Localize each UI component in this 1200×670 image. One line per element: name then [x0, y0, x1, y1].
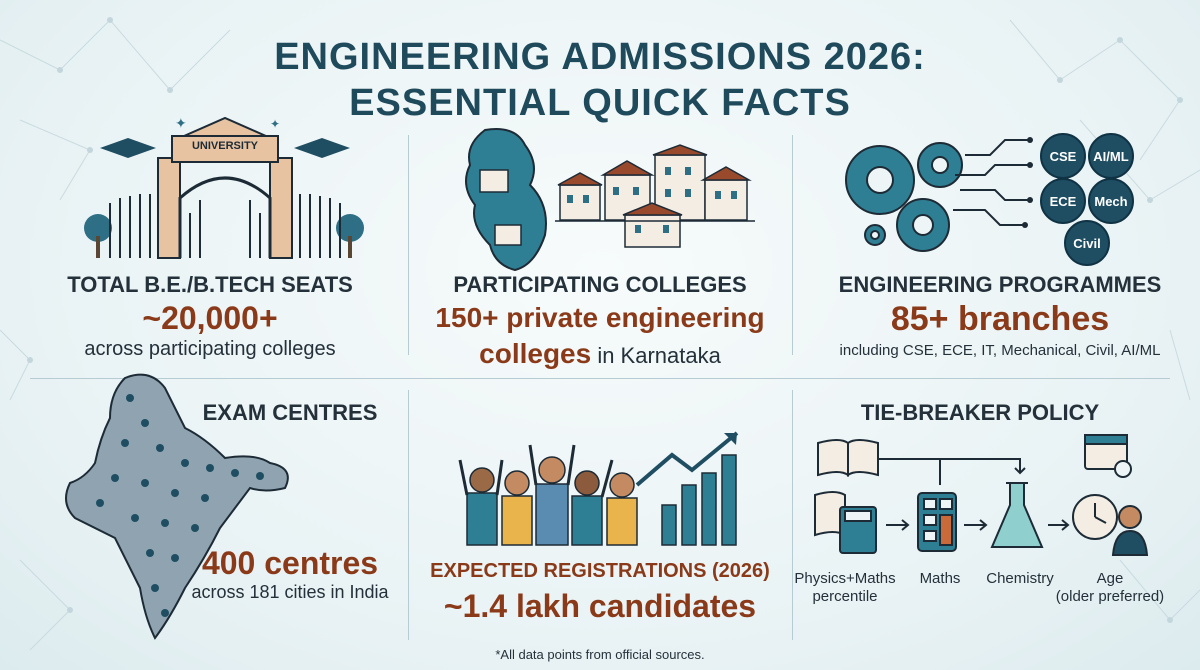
chip-aiml: AI/ML [1088, 133, 1134, 179]
elderly-person-icon [1111, 505, 1149, 556]
exam-sub: across 181 cities in India [191, 582, 389, 602]
chip-ece: ECE [1040, 178, 1086, 224]
calculator-icon [917, 492, 957, 552]
karnataka-map-icon [465, 128, 547, 272]
colleges-value-tail: in Karnataka [591, 343, 721, 368]
seats-value: ~20,000+ [142, 300, 278, 336]
svg-text:✦: ✦ [175, 115, 187, 131]
page-title: ENGINEERING ADMISSIONS 2026: ESSENTIAL Q… [0, 34, 1200, 126]
registrations-value: ~1.4 lakh candidates [443, 588, 757, 624]
tiebreaker-step-2: Maths [905, 570, 975, 588]
tiebreaker-step-4: Age (older preferred) [1050, 570, 1170, 606]
gears-circuit-icon [845, 137, 1033, 252]
svg-text:✦: ✦ [270, 117, 280, 131]
footnote: *All data points from official sources. [495, 647, 705, 662]
students-growth-icon [458, 431, 739, 546]
chip-mech: Mech [1088, 178, 1134, 224]
vertical-divider-1 [408, 135, 409, 355]
flask-icon [990, 482, 1044, 548]
colleges-label: PARTICIPATING COLLEGES [453, 272, 747, 297]
registrations-label: EXPECTED REGISTRATIONS (2026) [430, 560, 770, 582]
book-icon [817, 439, 879, 477]
colleges-value-bold: colleges [479, 338, 592, 369]
tiebreaker-flow [814, 434, 1149, 556]
vertical-divider-2 [792, 135, 793, 355]
exam-label: EXAM CENTRES [202, 400, 378, 425]
step-4-line1: Age [1096, 570, 1124, 587]
india-map-icon [65, 373, 289, 640]
step-2-line1: Maths [919, 570, 961, 587]
vertical-divider-4 [792, 390, 793, 640]
step-4-line2: (older preferred) [1055, 588, 1165, 605]
programmes-value: 85+ branches [890, 300, 1110, 338]
chip-civil: Civil [1064, 220, 1110, 266]
college-buildings-icon [555, 144, 755, 248]
university-sign: UNIVERSITY [191, 140, 258, 152]
seats-label: TOTAL B.E./B.TECH SEATS [67, 272, 353, 297]
programmes-label: ENGINEERING PROGRAMMES [838, 272, 1162, 297]
step-3-line1: Chemistry [986, 570, 1054, 587]
horizontal-divider [30, 378, 1170, 379]
chip-cse: CSE [1040, 133, 1086, 179]
university-gate-icon: ✦ ✦ [84, 115, 364, 259]
title-line-1: ENGINEERING ADMISSIONS 2026: [274, 36, 926, 78]
calendar-icon [1084, 434, 1132, 478]
exam-value: 400 centres [201, 545, 379, 581]
step-1-line2: percentile [812, 588, 878, 605]
programmes-sub: including CSE, ECE, IT, Mechanical, Civi… [839, 342, 1161, 359]
book-calculator-icon [814, 491, 877, 554]
seats-sub: across participating colleges [84, 338, 336, 360]
tiebreaker-label: TIE-BREAKER POLICY [860, 400, 1100, 425]
clock-icon [1072, 494, 1118, 540]
colleges-value-line2: colleges in Karnataka [420, 338, 780, 370]
tiebreaker-step-1: Physics+Maths percentile [790, 570, 900, 606]
tiebreaker-step-3: Chemistry [975, 570, 1065, 588]
vertical-divider-3 [408, 390, 409, 640]
title-line-2: ESSENTIAL QUICK FACTS [349, 82, 851, 124]
step-1-line1: Physics+Maths [794, 570, 896, 587]
colleges-value-line1: 150+ private engineering [435, 302, 765, 333]
